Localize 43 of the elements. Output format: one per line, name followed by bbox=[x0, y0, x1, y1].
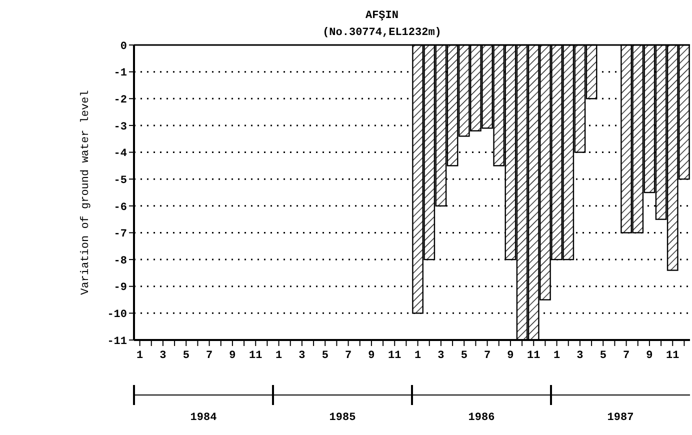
text: 1984 bbox=[190, 412, 218, 424]
x-tick-label: 1 bbox=[553, 350, 560, 362]
x-tick-label: 11 bbox=[527, 350, 541, 362]
x-tick-label: 3 bbox=[298, 350, 306, 362]
x-tick-label: 11 bbox=[388, 350, 402, 362]
x-tick-label: 5 bbox=[600, 350, 607, 362]
x-tick-label: 3 bbox=[438, 350, 445, 362]
y-tick-label: -3 bbox=[114, 121, 128, 134]
y-tick-label: -6 bbox=[114, 202, 127, 214]
y-tick-label: -7 bbox=[114, 228, 127, 241]
x-tick-label: 3 bbox=[160, 350, 167, 362]
x-tick-label: 9 bbox=[229, 350, 236, 362]
x-tick-label: 1 bbox=[136, 350, 144, 362]
y-tick-label: 0 bbox=[120, 40, 127, 53]
y-tick-label: -8 bbox=[114, 255, 128, 268]
text: 1986 bbox=[468, 412, 495, 424]
x-tick-label: 3 bbox=[576, 350, 584, 362]
text: 1985 bbox=[329, 412, 356, 424]
x-tick-label: 7 bbox=[206, 350, 213, 362]
x-tick-label: 9 bbox=[507, 350, 514, 362]
x-tick-label: 11 bbox=[249, 350, 263, 362]
y-tick-label: -11 bbox=[107, 336, 128, 348]
x-tick-label: 7 bbox=[622, 350, 630, 362]
chart-subtitle: (No.30774,EL1232m) bbox=[322, 27, 442, 39]
x-tick-label: 7 bbox=[344, 350, 352, 362]
x-tick-label: 1 bbox=[275, 350, 282, 362]
y-tick-label: -4 bbox=[114, 148, 128, 160]
text: 1987 bbox=[607, 412, 634, 424]
y-tick-label: -5 bbox=[114, 174, 128, 187]
x-tick-label: 7 bbox=[484, 350, 491, 362]
x-tick-label: 9 bbox=[646, 350, 653, 362]
x-tick-label: 5 bbox=[182, 350, 190, 362]
y-tick-label: -10 bbox=[107, 309, 127, 322]
x-tick-label: 5 bbox=[460, 350, 468, 362]
y-tick-label: -1 bbox=[114, 68, 128, 80]
x-tick-label: 11 bbox=[666, 350, 680, 362]
x-tick-label: 9 bbox=[368, 350, 375, 362]
y-axis-title: Variation of ground water level bbox=[80, 90, 92, 295]
x-tick-label: 5 bbox=[322, 350, 329, 362]
y-tick-label: -9 bbox=[114, 282, 127, 294]
x-tick-label: 1 bbox=[414, 350, 422, 362]
y-tick-label: -2 bbox=[114, 94, 127, 106]
chart-title: AFŞIN bbox=[365, 10, 399, 22]
